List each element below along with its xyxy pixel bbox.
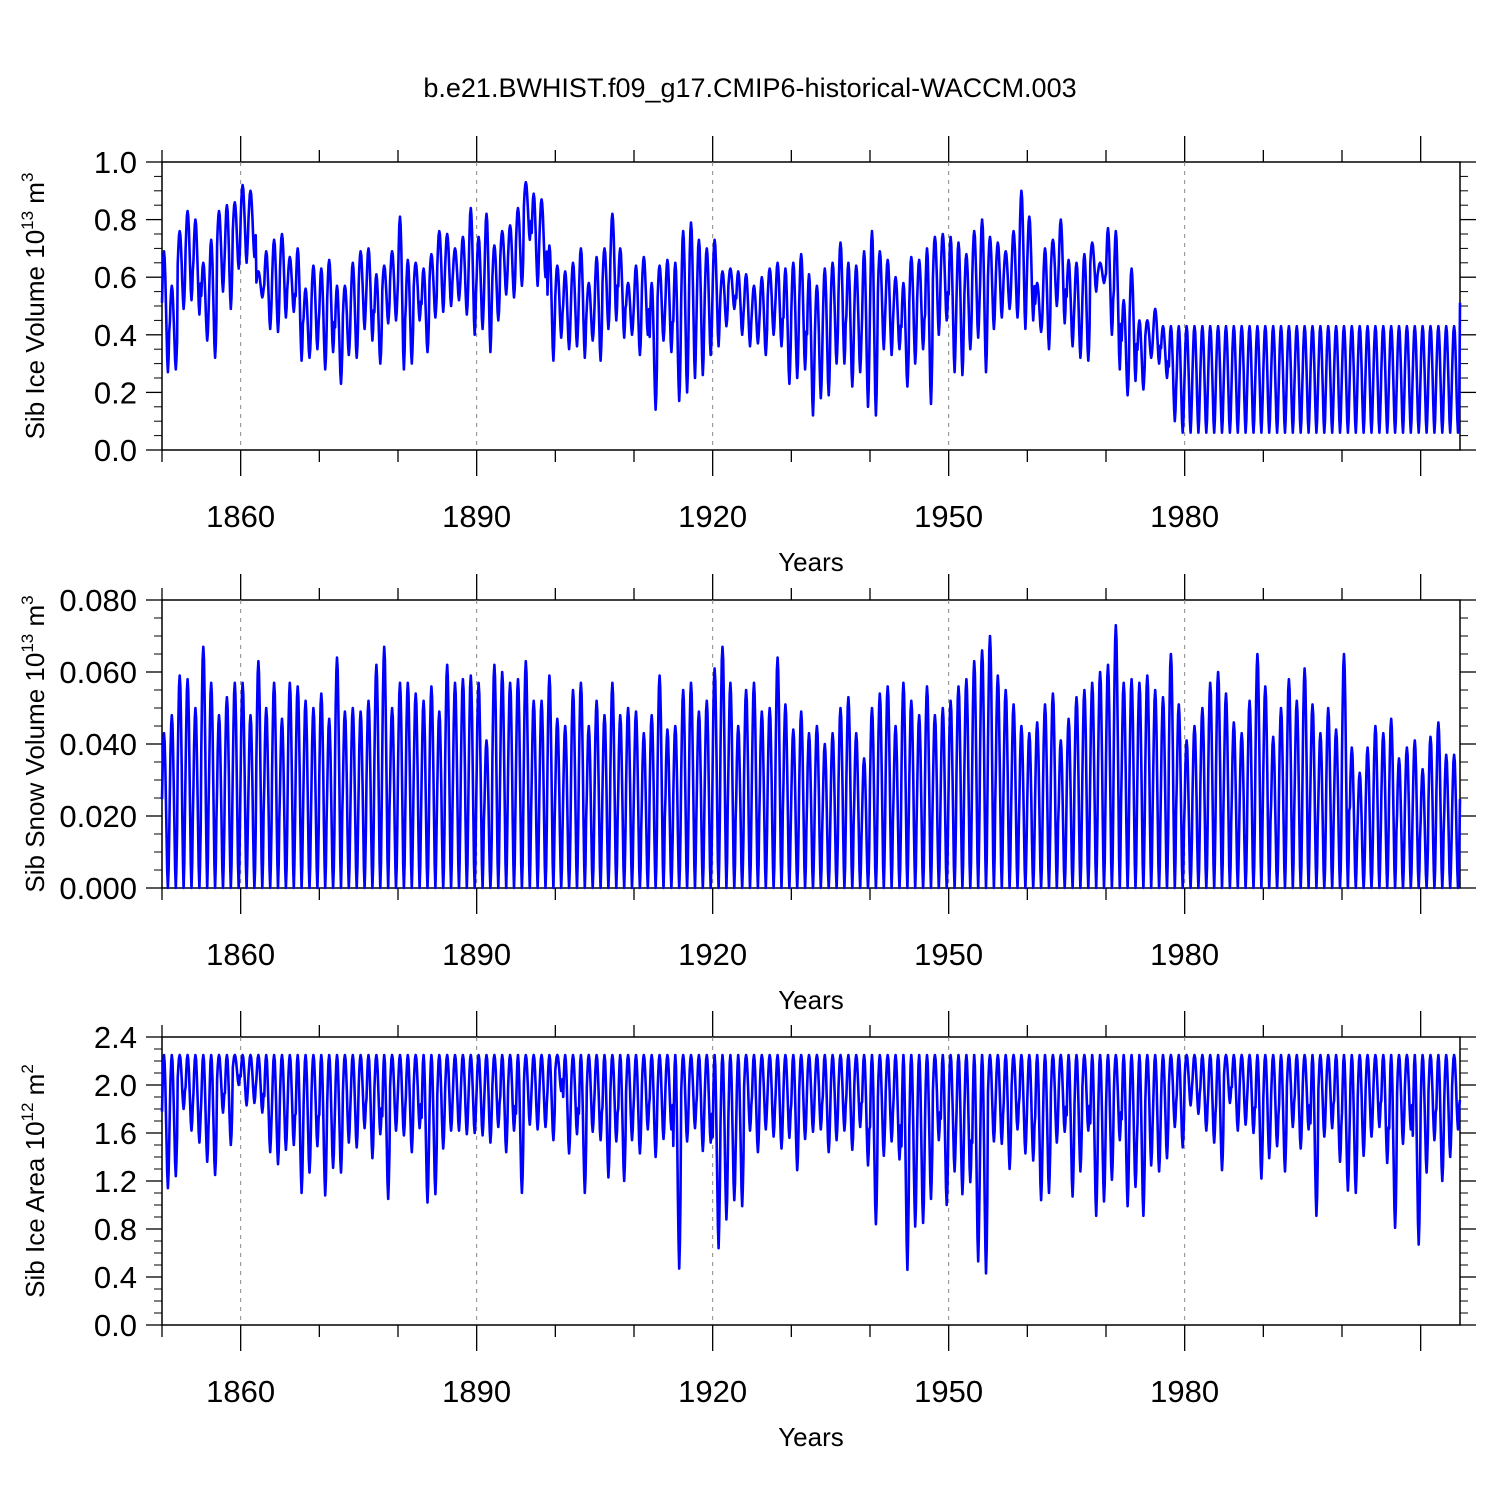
x-tick-label: 1860 [206,937,275,972]
chart-panel-3: 1860 1890 1920 1950 1980 Years 0.0 0.4 0.8 1.2 1.6… [18,1011,1476,1452]
x-tick-label: 1950 [914,1374,983,1409]
y-axis-label: Sib Snow Volume 1013 m3 [18,595,50,892]
panels: 1860 1890 1920 1950 1980 Years 0.0 0.2 0.4 0.6 0.8… [18,136,1476,1452]
y-tick-label: 0.060 [59,655,137,690]
series-line [160,623,1462,890]
x-tick-label: 1890 [442,499,511,534]
y-axis-label: Sib Ice Volume 1013 m3 [18,173,50,440]
y-tick-label: 0.8 [94,1212,137,1247]
y-tick-label: 1.6 [94,1116,137,1151]
figure-title: b.e21.BWHIST.f09_g17.CMIP6-historical-WA… [423,73,1076,103]
y-tick-label: 0.020 [59,799,137,834]
y-tick-label: 0.4 [94,1260,137,1295]
x-tick-label: 1890 [442,937,511,972]
chart-panel-2: 1860 1890 1920 1950 1980 Years 0.000 0.020 0.040… [18,574,1476,1015]
x-tick-label: 1950 [914,499,983,534]
x-tick-label: 1860 [206,1374,275,1409]
y-tick-label: 0.000 [59,871,137,906]
x-tick-label: 1980 [1150,937,1219,972]
x-tick-label: 1890 [442,1374,511,1409]
chart-panel-1: 1860 1890 1920 1950 1980 Years 0.0 0.2 0.4 0.6 0.8… [18,136,1476,577]
x-tick-label: 1980 [1150,499,1219,534]
series-line [160,1053,1462,1275]
y-tick-label: 0.4 [94,318,137,353]
x-axis-label: Years [778,985,844,1015]
y-axis-label: Sib Ice Area 1012 m2 [18,1064,50,1298]
x-axis-label: Years [778,547,844,577]
y-tick-label: 1.2 [94,1164,137,1199]
y-tick-label: 0.6 [94,260,137,295]
y-tick-label: 0.0 [94,433,137,468]
y-tick-label: 2.4 [94,1020,137,1055]
series-line [160,180,1462,435]
x-tick-label: 1980 [1150,1374,1219,1409]
x-tick-label: 1920 [678,499,747,534]
x-axis-label: Years [778,1422,844,1452]
y-tick-label: 0.0 [94,1308,137,1343]
y-tick-label: 0.080 [59,583,137,618]
x-tick-label: 1920 [678,1374,747,1409]
y-tick-label: 0.040 [59,727,137,762]
y-tick-label: 2.0 [94,1068,137,1103]
x-tick-label: 1920 [678,937,747,972]
x-tick-label: 1860 [206,499,275,534]
y-tick-label: 0.2 [94,375,137,410]
y-tick-label: 1.0 [94,145,137,180]
x-tick-label: 1950 [914,937,983,972]
y-tick-label: 0.8 [94,203,137,238]
